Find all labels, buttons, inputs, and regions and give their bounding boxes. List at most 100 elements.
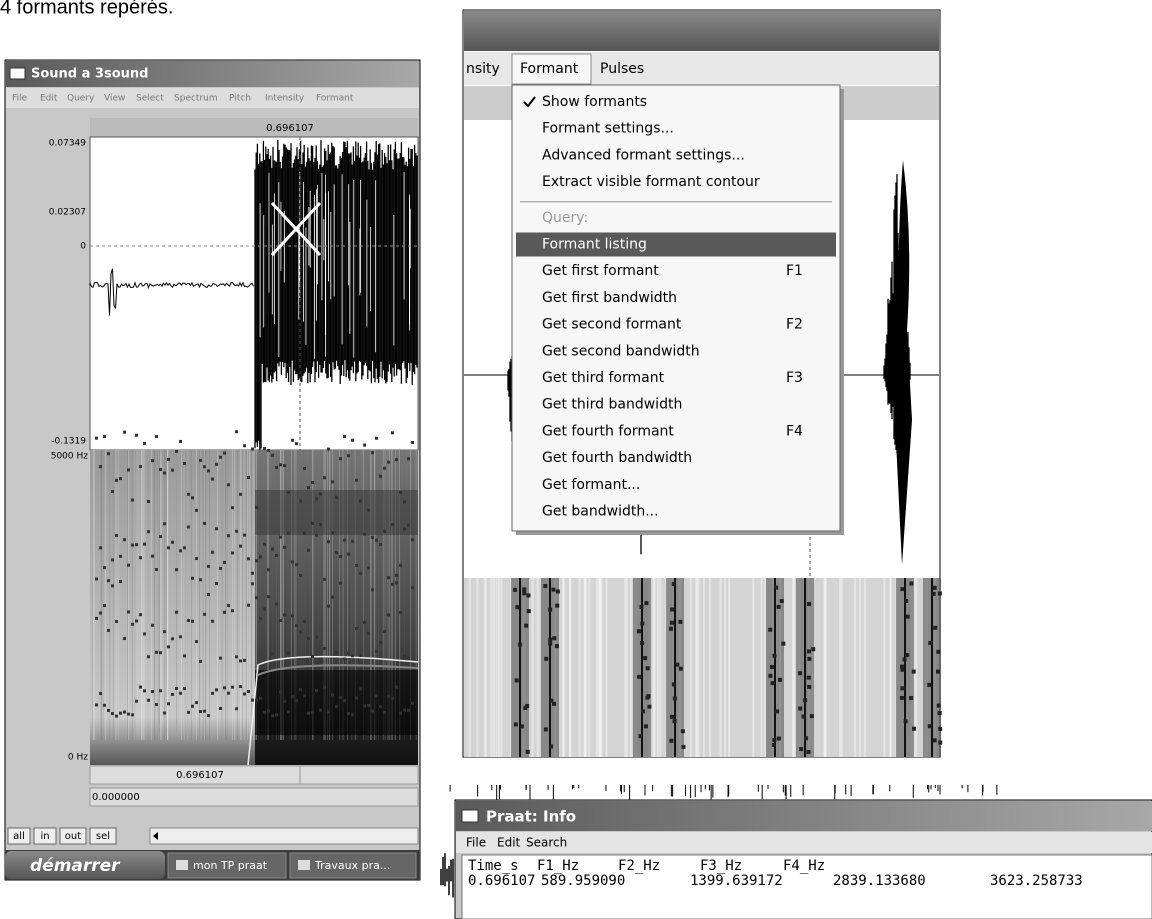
formant-dot (307, 548, 310, 552)
menu-item[interactable]: Advanced formant settings... (542, 147, 745, 163)
formant-dot (275, 713, 278, 717)
formant-dot (203, 709, 206, 713)
menu-item[interactable]: File (12, 94, 28, 104)
formant-dot (115, 534, 118, 538)
formant-dot (798, 706, 803, 711)
formant-dot (195, 557, 198, 561)
button-label[interactable]: in (40, 831, 49, 842)
formant-dot (159, 468, 162, 472)
menu-item[interactable]: Get fourth bandwidth (542, 450, 692, 466)
menu-item[interactable]: Get fourth formant (542, 423, 674, 439)
menu-item[interactable]: Pitch (229, 94, 251, 104)
formant-dot (195, 640, 198, 644)
formant-dot (807, 656, 812, 661)
formant-dot (239, 492, 242, 496)
formant-dot (287, 710, 290, 714)
formant-dot (407, 708, 410, 712)
formant-dot (143, 441, 146, 445)
menu-item[interactable]: Get second formant (542, 317, 682, 333)
menu-title[interactable]: nsity (466, 61, 500, 77)
menu-item[interactable]: Search (526, 836, 567, 850)
menu-item[interactable]: Get formant... (542, 477, 640, 493)
start-button[interactable] (5, 851, 165, 879)
formant-dot (644, 601, 649, 606)
menu-item[interactable]: Get first bandwidth (542, 290, 677, 306)
formant-dot (639, 604, 644, 609)
menu-item[interactable]: Edit (40, 94, 58, 104)
button-label[interactable]: all (13, 831, 25, 842)
menu-item[interactable]: Edit (497, 836, 521, 850)
formant-dot (135, 699, 138, 703)
formant-dot (187, 492, 190, 496)
formant-dot (223, 686, 226, 690)
formant-dot (135, 543, 138, 547)
formant-dot (938, 726, 943, 731)
formant-dot (383, 529, 386, 533)
button[interactable] (59, 827, 87, 845)
menu-title[interactable]: Pulses (600, 61, 644, 77)
active-menu (511, 53, 592, 85)
button-label[interactable]: out (65, 831, 81, 842)
formant-dot (772, 737, 777, 742)
menu-item[interactable]: Spectrum (174, 94, 218, 104)
title-bar (464, 11, 939, 51)
button-label[interactable]: sel (96, 831, 110, 842)
scrollbar[interactable] (149, 827, 419, 845)
formant-dot (640, 709, 645, 714)
menu-title[interactable]: Formant (520, 61, 579, 77)
menu-item[interactable]: Show formants (542, 94, 647, 110)
dark-band (255, 670, 418, 735)
menu-item[interactable]: Select (136, 94, 164, 104)
formant-dot (311, 654, 314, 658)
menu-item[interactable]: Get first formant (542, 263, 659, 279)
formant-dot (147, 698, 150, 702)
amplitude-label: 0.07349 (49, 139, 86, 149)
spectrogram-left (90, 450, 255, 765)
menu-item[interactable]: Get bandwidth... (542, 504, 659, 520)
formant-dot (544, 656, 549, 661)
formant-dot (259, 616, 262, 620)
formant-dot (263, 607, 266, 611)
menu-item[interactable]: Intensity (265, 94, 305, 104)
menu-item[interactable]: Get third formant (542, 370, 665, 386)
formant-dot (331, 595, 334, 599)
formant-dot (927, 724, 932, 729)
formant-dot (522, 591, 527, 596)
menu-item[interactable]: View (104, 94, 125, 104)
shortcut: F4 (786, 423, 803, 439)
formant-dot (115, 714, 118, 718)
formant-dot (355, 696, 358, 700)
formant-dot (387, 460, 390, 464)
formant-dot (307, 486, 310, 490)
task-label[interactable]: mon TP praat (193, 859, 268, 872)
button[interactable] (33, 827, 57, 845)
formant-dot (399, 563, 402, 567)
formant-dot (900, 686, 905, 691)
formant-dot (319, 522, 322, 526)
menu-item[interactable]: Extract visible formant contour (542, 174, 760, 190)
formant-dot (347, 651, 350, 655)
task-button[interactable] (289, 852, 417, 879)
formant-dot (645, 666, 650, 671)
menu-item[interactable]: File (466, 836, 486, 850)
formant-dot (319, 708, 322, 712)
formant-dot (331, 480, 334, 484)
task-label[interactable]: Travaux pra... (314, 859, 390, 872)
menu-item[interactable]: Formant settings... (542, 121, 674, 137)
formant-dot (525, 749, 530, 754)
formant-dot (283, 545, 286, 549)
menu-item[interactable]: Query (67, 94, 95, 104)
formant-dot (932, 738, 937, 743)
menu-item[interactable]: Formant listing (542, 237, 647, 253)
task-icon (298, 860, 310, 870)
menu-item[interactable]: Formant (316, 94, 354, 104)
formant-dot (103, 604, 106, 608)
button[interactable] (7, 827, 31, 845)
menu-item[interactable]: Get second bandwidth (542, 343, 700, 359)
scroll-arrow[interactable] (153, 832, 158, 840)
button[interactable] (89, 827, 117, 845)
menu-item[interactable]: Get third bandwidth (542, 397, 682, 413)
formant-dot (671, 581, 676, 586)
formant-dot (271, 453, 274, 457)
formant-dot (809, 714, 814, 719)
